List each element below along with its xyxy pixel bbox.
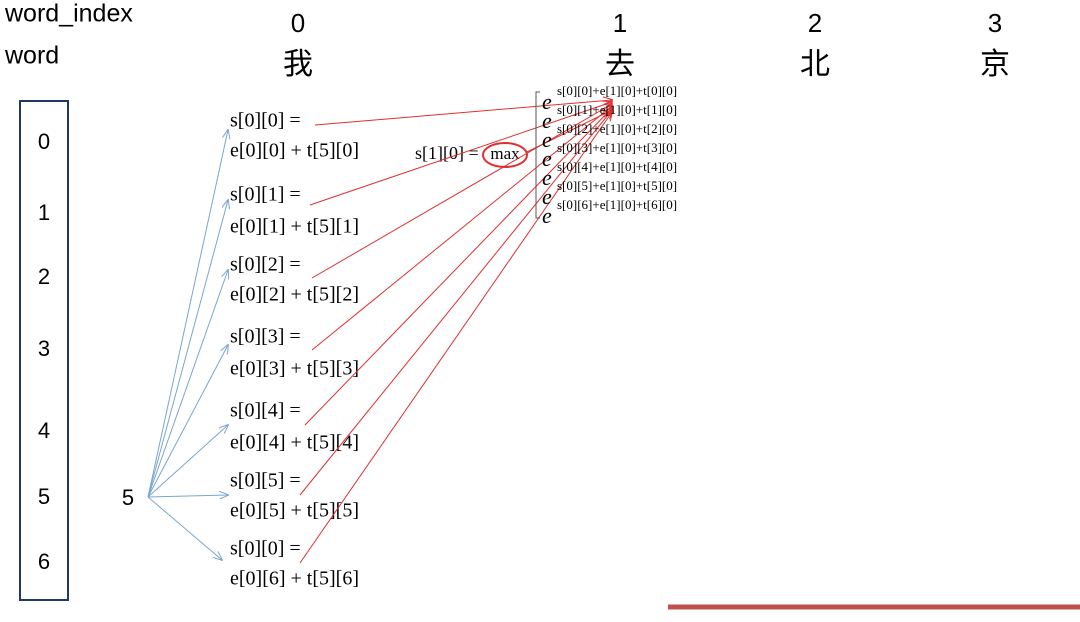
dynamic: 0 我 1 去 2 北 3 京 0 1 2 3 4 5 6 s[0][0] = e[0][0] + t[5][0…: [38, 8, 1010, 590]
tag: 0: [38, 129, 50, 154]
score-rhs: e[0][2] + t[5][2]: [230, 284, 359, 306]
result-lhs: s[1][0] =: [415, 143, 479, 163]
arrow: [299, 112, 612, 564]
term-exponent: s[0][5]+e[1][0]+t[5][0]: [557, 178, 677, 193]
score-rhs: e[0][3] + t[5][3]: [230, 358, 359, 380]
arrow: [147, 495, 228, 497]
score-lhs: s[0][0] =: [230, 538, 301, 560]
tag: 5: [38, 484, 50, 509]
tag: 1: [38, 200, 50, 225]
score-rhs: e[0][4] + t[5][4]: [230, 432, 359, 454]
arrow: [147, 496, 222, 560]
score-lhs: s[0][1] =: [230, 184, 301, 206]
column-index: 3: [988, 8, 1002, 38]
tag: 6: [38, 549, 50, 574]
tag: 3: [38, 336, 50, 361]
row-label: word_index: [4, 0, 133, 28]
arrow: [309, 102, 612, 206]
score-rhs: e[0][0] + t[5][0]: [230, 140, 359, 162]
start-tag: 5: [122, 485, 134, 510]
tag-box: [19, 100, 69, 601]
column-word: 去: [605, 48, 635, 81]
column-word: 北: [800, 48, 830, 81]
term-base: e: [542, 127, 552, 152]
score-lhs: s[0][4] =: [230, 400, 301, 422]
column-word: 京: [980, 48, 1010, 81]
arrow: [304, 108, 612, 426]
column-word: 我: [283, 48, 313, 81]
result-op: max: [490, 144, 520, 163]
arrow: [299, 110, 612, 496]
score-rhs: e[0][6] + t[5][6]: [230, 568, 359, 590]
term-exponent: s[0][2]+e[1][0]+t[2][0]: [557, 121, 677, 136]
bracket: [535, 91, 540, 219]
column-index: 0: [291, 8, 305, 38]
term-exponent: s[0][1]+e[1][0]+t[1][0]: [557, 102, 677, 117]
score-lhs: s[0][2] =: [230, 254, 301, 276]
score-lhs: s[0][3] =: [230, 326, 301, 348]
arrow: [147, 425, 228, 498]
row-label: word: [4, 42, 59, 70]
score-lhs: s[0][0] =: [230, 110, 301, 132]
term-exponent: s[0][0]+e[1][0]+t[0][0]: [557, 83, 677, 98]
arrow: [314, 100, 612, 126]
arrow: [311, 104, 612, 279]
column-index: 2: [808, 8, 822, 38]
term-base: e: [542, 108, 552, 133]
arrow: [147, 270, 228, 498]
term-exponent: s[0][6]+e[1][0]+t[6][0]: [557, 197, 677, 212]
score-rhs: e[0][5] + t[5][5]: [230, 500, 359, 522]
term-base: e: [542, 146, 552, 171]
term-base: e: [542, 184, 552, 209]
column-index: 1: [613, 8, 627, 38]
score-lhs: s[0][5] =: [230, 470, 301, 492]
tag: 4: [38, 418, 50, 443]
arrow: [147, 130, 228, 498]
term-base: e: [542, 203, 552, 228]
arrow: [147, 200, 228, 498]
score-rhs: e[0][1] + t[5][1]: [230, 216, 359, 238]
arrow: [147, 345, 228, 498]
term-exponent: s[0][3]+e[1][0]+t[3][0]: [557, 140, 677, 155]
max-circle: [482, 142, 528, 168]
arrow: [311, 106, 612, 351]
term-exponent: s[0][4]+e[1][0]+t[4][0]: [557, 159, 677, 174]
term-base: e: [542, 165, 552, 190]
tag: 2: [38, 264, 50, 289]
term-base: e: [542, 89, 552, 114]
